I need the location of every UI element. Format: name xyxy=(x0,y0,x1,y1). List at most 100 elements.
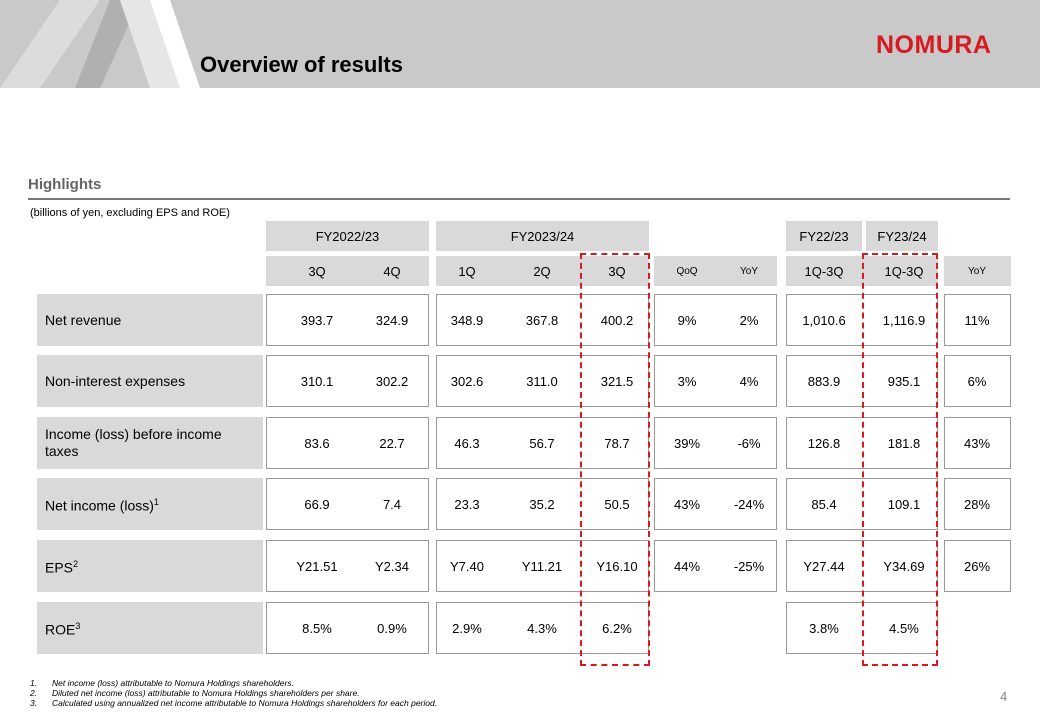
cell-value: 35.2 xyxy=(529,496,555,512)
cell-value: 6.2% xyxy=(602,620,632,636)
cell-box xyxy=(266,294,429,346)
cell-box xyxy=(266,478,429,530)
row-label: Income (loss) before income taxes xyxy=(37,417,263,469)
footnote-ref: 1 xyxy=(153,496,159,507)
cell-value: 324.9 xyxy=(375,312,409,328)
cell-value: 23.3 xyxy=(454,496,480,512)
cell-box xyxy=(654,417,777,469)
cell-value: 109.1 xyxy=(887,496,921,512)
row-label-text: Non-interest expenses xyxy=(45,372,186,389)
group-header: FY22/23 xyxy=(786,221,862,251)
cell-box xyxy=(944,540,1011,592)
cell-value: 3.8% xyxy=(809,620,839,636)
cell-box xyxy=(266,540,429,592)
cell-value: 1,116.9 xyxy=(882,312,926,328)
cell-value: 310.1 xyxy=(300,373,334,389)
footnote-marker: 3. xyxy=(30,698,38,708)
cell-box xyxy=(654,355,777,407)
cell-value: 50.5 xyxy=(604,496,630,512)
cell-value: 302.6 xyxy=(450,373,484,389)
footnote-ref: 3 xyxy=(75,620,81,631)
column-header: 3Q xyxy=(608,263,626,279)
cell-value: Y16.10 xyxy=(596,558,638,574)
column-header: 1Q-3Q xyxy=(884,263,924,279)
header-graphic xyxy=(0,0,200,88)
cell-value: 39% xyxy=(673,435,701,451)
cell-value: Y11.21 xyxy=(521,558,563,574)
column-header: 1Q xyxy=(458,263,476,279)
cell-value: 8.5% xyxy=(302,620,332,636)
row-label-text: Net revenue xyxy=(45,311,122,328)
cell-value: 4.5% xyxy=(889,620,919,636)
cell-value: 22.7 xyxy=(379,435,405,451)
cell-value: 3% xyxy=(677,373,697,389)
cell-value: 28% xyxy=(963,496,991,512)
column-header: 4Q xyxy=(383,263,401,279)
cell-box xyxy=(944,478,1011,530)
section-title: Highlights xyxy=(28,176,102,193)
footnote-text: Diluted net income (loss) attributable t… xyxy=(52,688,360,698)
cell-value: 181.8 xyxy=(887,435,921,451)
cell-value: Y34.69 xyxy=(883,558,925,574)
row-label: Net income (loss)1 xyxy=(37,478,263,530)
cell-value: 56.7 xyxy=(529,435,555,451)
cell-box xyxy=(654,540,777,592)
highlight-frame xyxy=(862,253,938,666)
highlight-frame xyxy=(580,253,650,666)
cell-box xyxy=(944,294,1011,346)
row-label-text: Net income (loss)1 xyxy=(45,496,159,514)
cell-box xyxy=(654,478,777,530)
cell-value: 935.1 xyxy=(887,373,921,389)
cell-box xyxy=(944,355,1011,407)
cell-value: 400.2 xyxy=(600,312,634,328)
column-header: YoY xyxy=(740,265,758,277)
cell-value: Y21.51 xyxy=(296,558,338,574)
cell-box xyxy=(266,602,429,654)
cell-value: 2.9% xyxy=(452,620,482,636)
cell-box xyxy=(436,540,649,592)
cell-value: 44% xyxy=(673,558,701,574)
footnote-marker: 2. xyxy=(30,688,38,698)
footnote-marker: 1. xyxy=(30,678,38,688)
divider xyxy=(28,198,1010,200)
column-header-bg xyxy=(654,256,777,286)
cell-value: 6% xyxy=(967,373,987,389)
cell-value: 43% xyxy=(673,496,701,512)
row-label: EPS2 xyxy=(37,540,263,592)
cell-box xyxy=(436,602,649,654)
cell-value: 26% xyxy=(963,558,991,574)
group-header: FY23/24 xyxy=(866,221,938,251)
cell-value: Y27.44 xyxy=(803,558,845,574)
cell-value: Y7.40 xyxy=(450,558,484,574)
cell-value: 2% xyxy=(739,312,759,328)
cell-value: 321.5 xyxy=(600,373,634,389)
column-header: 1Q-3Q xyxy=(804,263,844,279)
cell-box xyxy=(944,417,1011,469)
group-header: FY2023/24 xyxy=(436,221,649,251)
cell-value: 126.8 xyxy=(807,435,841,451)
cell-box xyxy=(266,355,429,407)
unit-note: (billions of yen, excluding EPS and ROE) xyxy=(30,207,230,219)
column-header-bg xyxy=(944,256,1011,286)
cell-value: 46.3 xyxy=(454,435,480,451)
row-label: ROE3 xyxy=(37,602,263,654)
row-label: Non-interest expenses xyxy=(37,355,263,407)
cell-value: -24% xyxy=(733,496,765,512)
cell-value: 4% xyxy=(739,373,759,389)
cell-value: 1,010.6 xyxy=(802,312,846,328)
cell-value: 11% xyxy=(964,312,990,328)
column-header: 3Q xyxy=(308,263,326,279)
cell-value: 78.7 xyxy=(604,435,630,451)
cell-box xyxy=(436,355,649,407)
column-header-bg xyxy=(436,256,649,286)
row-label-text: ROE3 xyxy=(45,620,81,638)
cell-value: -25% xyxy=(733,558,765,574)
cell-box xyxy=(436,478,649,530)
footnote-text: Net income (loss) attributable to Nomura… xyxy=(52,678,294,688)
cell-box xyxy=(436,294,649,346)
cell-value: -6% xyxy=(737,435,761,451)
cell-value: Y2.34 xyxy=(375,558,409,574)
column-header-bg xyxy=(266,256,429,286)
cell-value: 348.9 xyxy=(450,312,484,328)
